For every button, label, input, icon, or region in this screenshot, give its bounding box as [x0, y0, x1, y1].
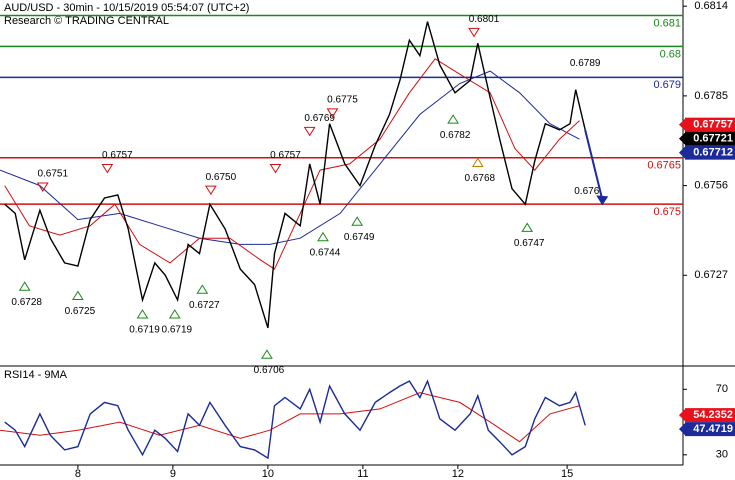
projection-arrow — [584, 129, 604, 200]
y-tick-label: 0.6727 — [694, 269, 728, 281]
price-tag — [685, 131, 735, 146]
x-tick-label: 12 — [452, 468, 464, 480]
price-tag-pointer — [679, 118, 685, 131]
x-tick-label: 10 — [262, 468, 274, 480]
price-tag — [685, 145, 735, 160]
level-label: 0.681 — [653, 17, 681, 29]
rsi-title: RSI14 - 9MA — [4, 369, 68, 381]
price-tag-label: 54.2352 — [693, 409, 733, 421]
chart-title: AUD/USD - 30min - 10/15/2019 05:54:07 (U… — [4, 2, 249, 14]
trough-marker — [521, 222, 534, 232]
y-tick-label: 0.6814 — [694, 0, 728, 12]
x-tick-label: 9 — [170, 468, 176, 480]
trough-marker — [71, 290, 84, 300]
price-tag-pointer — [679, 423, 685, 436]
trough-label: 0.6727 — [189, 300, 220, 311]
price-tag — [685, 408, 735, 423]
trough-label: 0.6747 — [514, 238, 545, 249]
x-tick-label: 11 — [357, 468, 368, 480]
trough-marker — [136, 309, 149, 319]
trough-label: 0.6706 — [254, 365, 285, 376]
y-tick-label: 70 — [716, 383, 728, 395]
peak-label: 0.6751 — [37, 169, 68, 180]
price-tag-pointer — [679, 409, 685, 422]
chart-subtitle: Research © TRADING CENTRAL — [4, 15, 169, 27]
price-tag — [685, 422, 735, 437]
price-tag-label: 0.67757 — [693, 119, 733, 131]
y-tick-label: 0.6756 — [694, 179, 728, 191]
peak-label: 0.6750 — [206, 172, 237, 183]
trough-marker — [18, 281, 31, 291]
level-label: 0.675 — [653, 206, 681, 218]
price-tag-pointer — [679, 146, 685, 159]
y-tick-label: 30 — [716, 449, 728, 461]
level-label: 0.68 — [660, 48, 681, 60]
peak-marker — [204, 185, 217, 196]
trough-label: 0.6782 — [440, 130, 471, 141]
peak-label: 0.6769 — [304, 113, 335, 124]
trough-marker — [261, 349, 273, 359]
price-tag-label: 0.67721 — [693, 133, 733, 145]
peak-marker — [269, 164, 282, 174]
projection-arrow-head — [596, 195, 609, 206]
peak-marker — [101, 164, 114, 174]
trough-marker — [471, 157, 484, 167]
trough-label: 0.6749 — [344, 232, 375, 243]
trough-marker — [168, 309, 181, 319]
trough-marker — [447, 114, 460, 124]
trough-label: 0.6768 — [465, 173, 496, 184]
peak-label: 0.6757 — [270, 150, 301, 161]
series-line — [0, 70, 580, 245]
peak-label: 0.6801 — [469, 14, 500, 25]
y-tick-label: 0.6785 — [694, 90, 728, 102]
series-line — [4, 21, 586, 329]
series-line — [4, 58, 580, 270]
price-tag-label: 47.4719 — [693, 423, 733, 435]
price-tag-pointer — [679, 132, 685, 145]
price-tag — [685, 117, 735, 132]
series-line — [0, 392, 580, 443]
projection-label: 0.676 — [574, 186, 599, 197]
peak-label: 0.6775 — [327, 94, 358, 105]
trough-marker — [196, 284, 209, 294]
annotation-label: 0.6789 — [570, 58, 601, 69]
series-line — [4, 379, 586, 460]
trough-label: 0.6719 — [129, 325, 160, 336]
level-label: 0.679 — [653, 79, 681, 91]
trough-label: 0.6728 — [11, 297, 42, 308]
trough-label: 0.6725 — [65, 306, 96, 317]
price-tag-label: 0.67712 — [693, 147, 733, 159]
peak-label: 0.6757 — [102, 150, 133, 161]
trough-label: 0.6719 — [161, 325, 192, 336]
x-tick-label: 8 — [75, 468, 81, 480]
peak-marker — [36, 182, 49, 193]
trough-label: 0.6744 — [310, 247, 341, 258]
peak-marker — [303, 126, 316, 137]
peak-marker — [326, 108, 339, 118]
peak-marker — [468, 27, 480, 38]
trough-marker — [317, 231, 329, 242]
x-tick-label: 15 — [561, 468, 573, 480]
level-label: 0.6765 — [647, 160, 681, 172]
trough-marker — [351, 216, 364, 226]
